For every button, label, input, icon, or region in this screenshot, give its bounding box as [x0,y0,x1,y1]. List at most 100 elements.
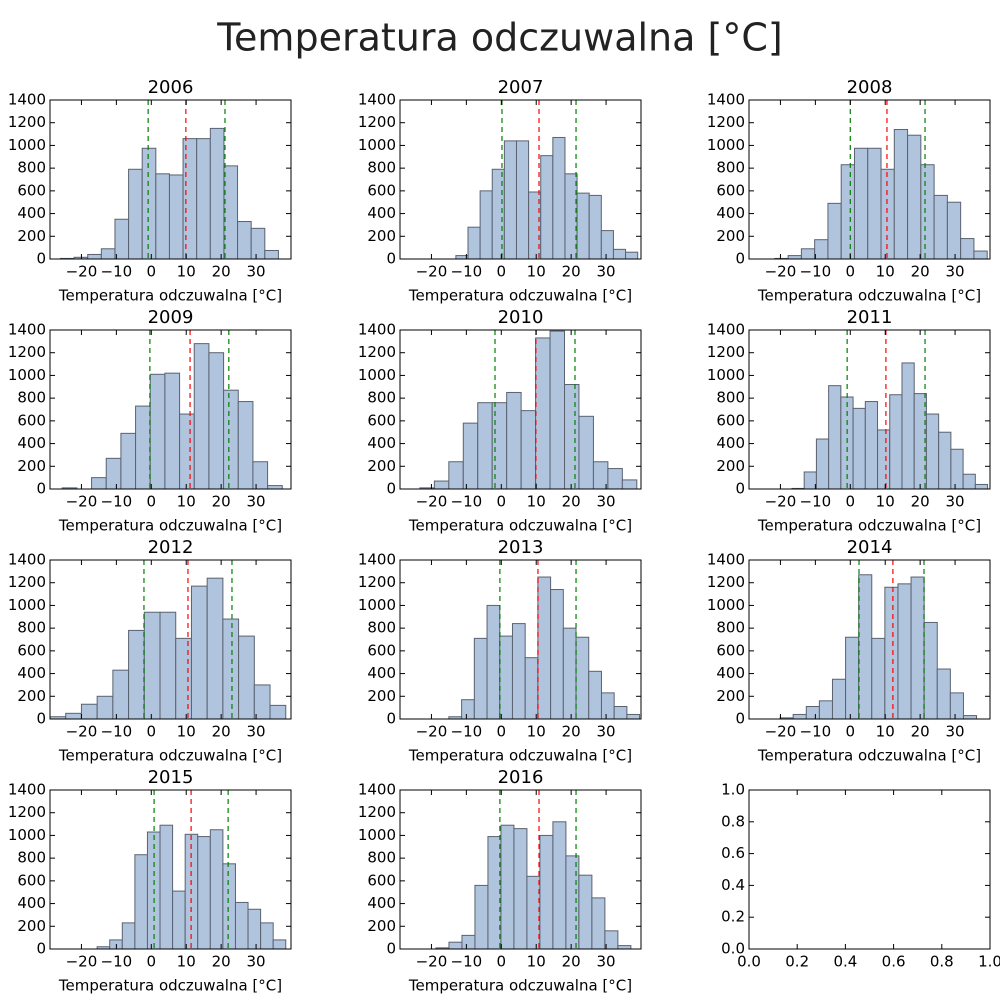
bar [159,824,174,950]
bar [128,629,145,720]
bar [448,461,464,490]
x-tick-label: 10 [876,263,895,281]
x-tick-label: 10 [876,723,895,741]
bar [562,627,577,720]
bar [164,372,181,490]
bar [845,636,860,720]
x-tick-label: 30 [597,723,616,741]
y-tick-label: 0 [735,710,745,728]
bar [792,713,807,720]
y-tick-label: 1400 [707,321,745,339]
bar [962,473,976,490]
bar [209,829,224,950]
bar [121,922,136,950]
y-tick-label: 400 [17,894,46,912]
y-tick-label: 200 [716,457,745,475]
y-tick-label: 0 [735,250,745,268]
axes-frame [399,99,642,260]
bar [564,173,578,260]
bar [486,604,501,720]
y-tick-label: 600 [716,641,745,659]
y-tick-label: 1400 [358,551,396,569]
y-tick-label: 1200 [358,803,396,821]
x-tick-label: 30 [597,263,616,281]
axes-frame [49,789,292,950]
bar [950,448,964,490]
bar [179,413,195,490]
bar [193,343,210,490]
y-tick-label: 800 [17,849,46,867]
y-tick-label: 0.4 [721,876,745,894]
x-tick-label: 20 [911,263,930,281]
x-tick-label: 10 [527,953,546,971]
bar [473,637,488,720]
y-tick-label: 0.2 [721,908,745,926]
axes-title: 2010 [498,307,544,328]
x-tick-label: −10 [101,493,133,511]
bar [901,362,915,490]
x-axis-label: Temperatura odczuwalna [°C] [408,747,632,765]
bar [448,941,463,950]
bar [537,576,552,720]
bar [196,138,211,260]
x-tick-label: −20 [765,263,797,281]
bar [253,684,271,720]
bar [604,930,619,950]
bar [135,405,151,490]
bar [206,577,224,720]
bar [479,190,493,260]
bar [159,611,177,720]
bar [511,623,526,720]
y-tick-label: 800 [716,619,745,637]
y-tick-label: 600 [367,181,396,199]
y-tick-label: 800 [367,389,396,407]
y-tick-label: 800 [17,159,46,177]
axes-frame [399,559,642,720]
axes-frame [49,329,292,490]
x-tick-label: −20 [416,723,448,741]
bar [520,410,537,490]
bar [933,194,948,260]
y-tick-label: 200 [17,917,46,935]
y-tick-label: 1000 [707,136,745,154]
x-tick-label: 30 [247,493,266,511]
y-tick-label: 1000 [358,596,396,614]
y-tick-label: 600 [367,641,396,659]
bar [462,422,479,490]
bar [223,389,239,490]
bar [513,828,528,950]
y-tick-label: 1400 [707,551,745,569]
x-axis-label: Temperatura odczuwalna [°C] [58,747,282,765]
bar [800,248,816,260]
bar [893,129,909,260]
x-tick-label: −10 [800,263,832,281]
bar [923,621,938,720]
bar [831,678,847,720]
axes-frame [748,99,991,260]
x-tick-label: 30 [597,493,616,511]
bar [600,692,615,720]
y-tick-label: 600 [17,181,46,199]
bar [433,480,450,490]
x-tick-label: 10 [527,263,546,281]
bar [858,574,873,720]
bar [550,589,564,720]
x-tick-label: −10 [451,953,483,971]
y-tick-label: 1200 [707,343,745,361]
bar [247,908,262,950]
bar [143,611,161,720]
bar [155,173,170,260]
bar [500,824,515,950]
bar [626,713,641,720]
x-tick-label: 0.2 [785,953,809,971]
bar [175,637,192,720]
bar [499,635,513,720]
y-tick-label: 1400 [8,781,46,799]
y-tick-label: 600 [367,871,396,889]
y-tick-label: 200 [17,457,46,475]
bar [607,468,623,490]
bar [565,855,580,950]
x-tick-label: 30 [946,263,965,281]
y-tick-label: 1000 [707,596,745,614]
y-tick-label: 1000 [8,366,46,384]
